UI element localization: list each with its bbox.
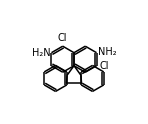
Text: Cl: Cl xyxy=(100,61,109,71)
Text: NH₂: NH₂ xyxy=(98,47,116,57)
Text: Cl: Cl xyxy=(57,33,67,43)
Text: H₂N: H₂N xyxy=(32,48,50,58)
